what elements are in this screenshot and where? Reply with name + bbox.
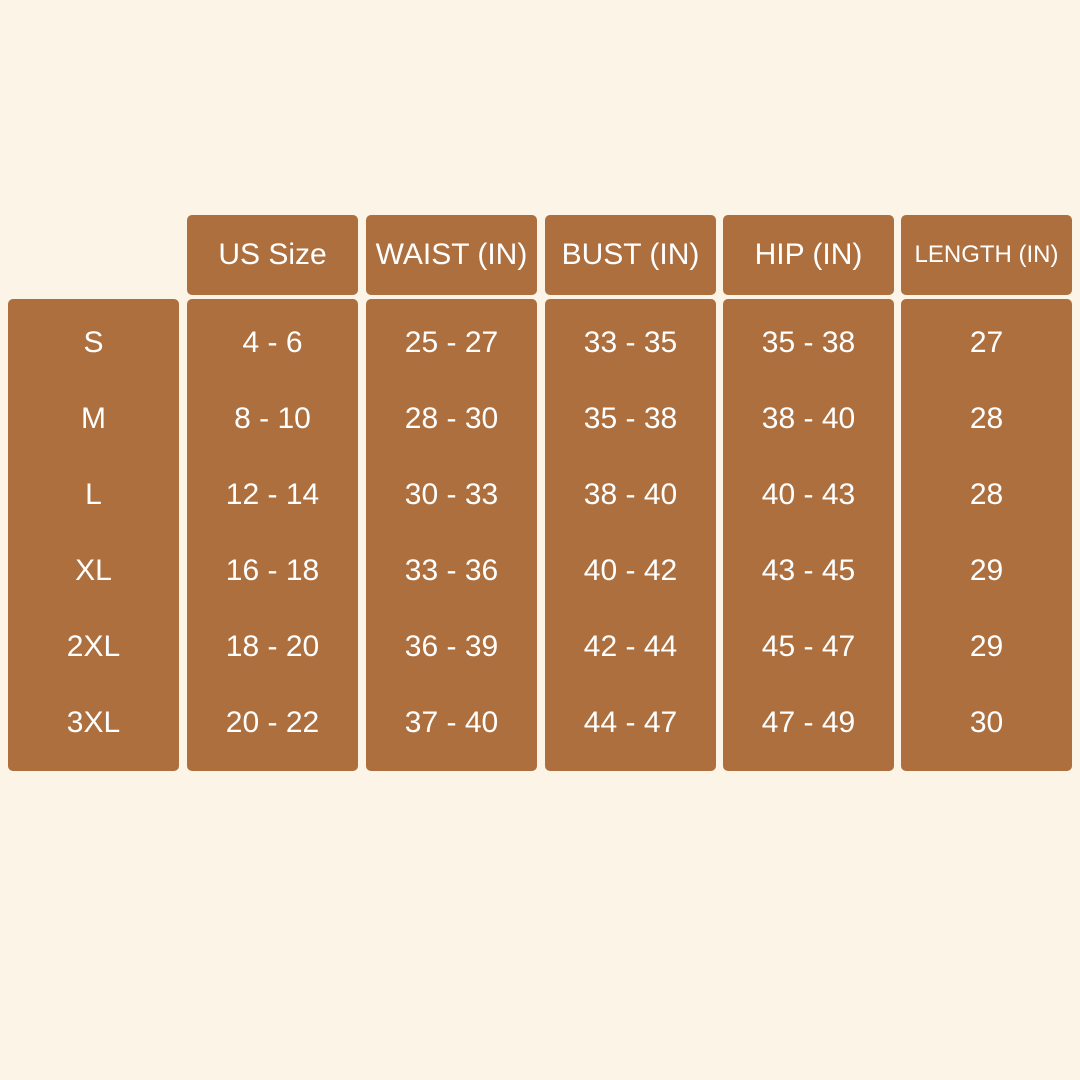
header-length: LENGTH (IN)	[901, 215, 1072, 295]
cell-bust: 40 - 42	[583, 554, 678, 587]
cell-length: 28	[969, 402, 1004, 435]
cell-bust: 42 - 44	[583, 630, 678, 663]
column-bust: 33 - 35 35 - 38 38 - 40 40 - 42 42 - 44 44 - …	[545, 299, 716, 771]
cell-us-size: 8 - 10	[234, 402, 311, 435]
column-size: S M L XL 2XL 3XL	[8, 299, 179, 771]
cell-waist: 28 - 30	[404, 402, 499, 435]
cell-waist: 33 - 36	[404, 554, 499, 587]
cell-us-size: 16 - 18	[225, 554, 320, 587]
cell-us-size: 12 - 14	[225, 478, 320, 511]
header-us-size: US Size	[187, 215, 358, 295]
cell-size: 3XL	[66, 706, 121, 739]
header-hip: HIP (IN)	[723, 215, 894, 295]
header-waist: WAIST (IN)	[366, 215, 537, 295]
cell-waist: 30 - 33	[404, 478, 499, 511]
cell-us-size: 4 - 6	[242, 326, 303, 359]
cell-size: L	[85, 478, 102, 511]
cell-waist: 36 - 39	[404, 630, 499, 663]
cell-hip: 35 - 38	[761, 326, 856, 359]
cell-us-size: 18 - 20	[225, 630, 320, 663]
cell-length: 27	[969, 326, 1004, 359]
header-bust: BUST (IN)	[545, 215, 716, 295]
cell-bust: 35 - 38	[583, 402, 678, 435]
cell-bust: 33 - 35	[583, 326, 678, 359]
column-us-size: 4 - 6 8 - 10 12 - 14 16 - 18 18 - 20 20 - 22	[187, 299, 358, 771]
column-hip: 35 - 38 38 - 40 40 - 43 43 - 45 45 - 47 47 - …	[723, 299, 894, 771]
cell-size: 2XL	[66, 630, 121, 663]
cell-bust: 44 - 47	[583, 706, 678, 739]
cell-us-size: 20 - 22	[225, 706, 320, 739]
cell-length: 30	[969, 706, 1004, 739]
cell-waist: 37 - 40	[404, 706, 499, 739]
cell-hip: 47 - 49	[761, 706, 856, 739]
cell-length: 29	[969, 630, 1004, 663]
cell-hip: 43 - 45	[761, 554, 856, 587]
column-length: 27 28 28 29 29 30	[901, 299, 1072, 771]
column-waist: 25 - 27 28 - 30 30 - 33 33 - 36 36 - 39 37 - …	[366, 299, 537, 771]
cell-waist: 25 - 27	[404, 326, 499, 359]
cell-size: S	[83, 326, 104, 359]
cell-hip: 40 - 43	[761, 478, 856, 511]
cell-size: M	[81, 402, 106, 435]
cell-length: 29	[969, 554, 1004, 587]
cell-bust: 38 - 40	[583, 478, 678, 511]
cell-length: 28	[969, 478, 1004, 511]
cell-hip: 45 - 47	[761, 630, 856, 663]
cell-size: XL	[75, 554, 112, 587]
cell-hip: 38 - 40	[761, 402, 856, 435]
